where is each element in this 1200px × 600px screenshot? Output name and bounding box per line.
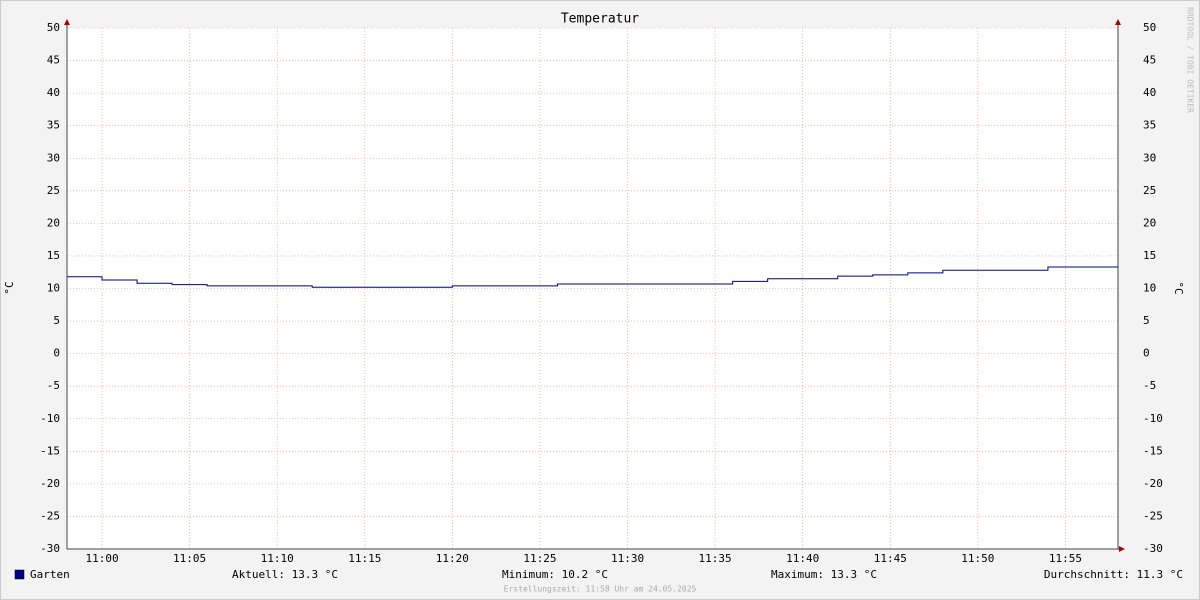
legend-swatch (14, 569, 25, 580)
y2-tick-label: 10 (1143, 282, 1156, 295)
y-tick-label: 5 (53, 314, 60, 327)
y-tick-label: -10 (40, 412, 60, 425)
y2-tick-label: 40 (1143, 86, 1156, 99)
y2-tick-label: 0 (1143, 347, 1150, 360)
y2-tick-label: -15 (1143, 444, 1163, 457)
y-tick-label: 25 (47, 184, 60, 197)
legend-stat: Aktuell: 13.3 °C (232, 568, 338, 581)
x-tick-label: 11:00 (85, 552, 118, 565)
axis-arrow (64, 19, 70, 25)
y2-tick-label: 45 (1143, 54, 1156, 67)
x-tick-label: 11:20 (436, 552, 469, 565)
y2-tick-label: 50 (1143, 21, 1156, 34)
x-tick-label: 11:55 (1049, 552, 1082, 565)
y2-tick-label: -5 (1143, 379, 1156, 392)
y-tick-label: 45 (47, 54, 60, 67)
x-tick-label: 11:45 (874, 552, 907, 565)
y-tick-label: 20 (47, 216, 60, 229)
y-tick-label: -30 (40, 542, 60, 555)
x-tick-label: 11:10 (261, 552, 294, 565)
x-tick-label: 11:30 (611, 552, 644, 565)
y-tick-label: 40 (47, 86, 60, 99)
x-tick-label: 11:05 (173, 552, 206, 565)
y2-tick-label: 15 (1143, 249, 1156, 262)
y2-tick-label: 30 (1143, 151, 1156, 164)
y2-tick-label: 20 (1143, 216, 1156, 229)
legend-stat: Minimum: 10.2 °C (502, 568, 608, 581)
y-tick-label: -20 (40, 477, 60, 490)
y2-tick-label: -30 (1143, 542, 1163, 555)
y-tick-label: 15 (47, 249, 60, 262)
y2-tick-label: -25 (1143, 509, 1163, 522)
legend-label: Garten (30, 568, 70, 581)
legend-stat: Maximum: 13.3 °C (771, 568, 877, 581)
y-tick-label: 10 (47, 282, 60, 295)
y-tick-label: 30 (47, 151, 60, 164)
x-tick-label: 11:50 (961, 552, 994, 565)
y-tick-label: 35 (47, 119, 60, 132)
x-tick-label: 11:15 (348, 552, 381, 565)
y-tick-label: -15 (40, 444, 60, 457)
y-tick-label: 0 (53, 347, 60, 360)
y-axis-label: °C (3, 281, 16, 294)
footer: Erstellungszeit: 11:58 Uhr am 24.05.2025 (504, 585, 697, 594)
axis-arrow (1115, 19, 1121, 25)
chart-title: Temperatur (561, 12, 639, 27)
y2-axis-label: °C (1172, 281, 1185, 294)
y-tick-label: -25 (40, 509, 60, 522)
x-tick-label: 11:40 (786, 552, 819, 565)
watermark: RRDTOOL / TOBI OETIKER (1186, 7, 1195, 113)
x-tick-label: 11:35 (699, 552, 732, 565)
x-tick-label: 11:25 (523, 552, 556, 565)
y2-tick-label: 5 (1143, 314, 1150, 327)
y-tick-label: -5 (47, 379, 60, 392)
series-line (67, 266, 1118, 288)
y2-tick-label: 25 (1143, 184, 1156, 197)
y2-tick-label: -20 (1143, 477, 1163, 490)
y2-tick-label: 35 (1143, 119, 1156, 132)
y2-tick-label: -10 (1143, 412, 1163, 425)
legend-stat: Durchschnitt: 11.3 °C (1044, 568, 1183, 581)
y-tick-label: 50 (47, 21, 60, 34)
